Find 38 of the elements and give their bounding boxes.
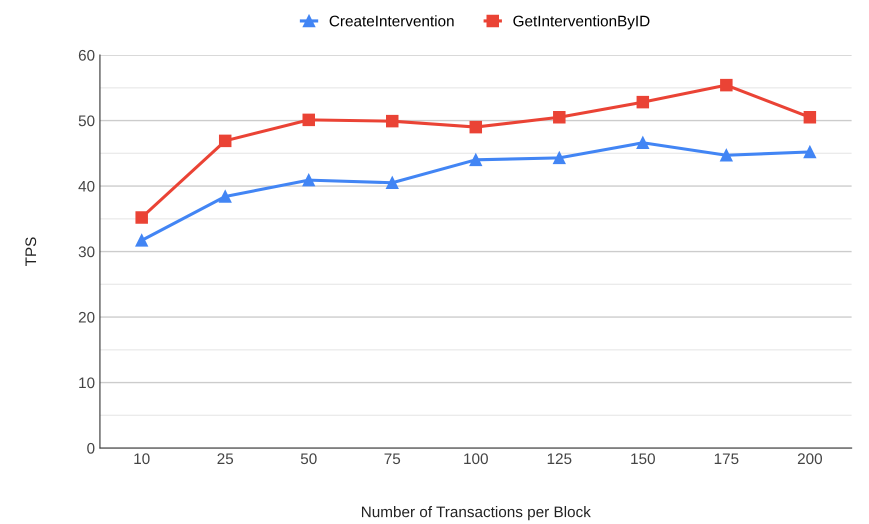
point	[720, 148, 733, 162]
y-tick-label: 50	[78, 115, 94, 126]
point	[218, 134, 232, 148]
x-tick-label: 200	[798, 453, 822, 464]
point	[386, 176, 399, 189]
point	[553, 152, 566, 164]
point	[302, 174, 315, 186]
x-tick-label: 125	[548, 453, 572, 464]
x-tick-label: 10	[134, 453, 150, 464]
point	[135, 211, 148, 224]
point	[218, 190, 232, 203]
x-tick-label: 25	[217, 453, 234, 464]
point	[470, 154, 482, 166]
y-tick-label: 0	[87, 442, 94, 454]
point	[470, 120, 482, 134]
point	[386, 114, 399, 128]
y-axis-title: TPS	[25, 237, 36, 266]
x-tick-label: 150	[631, 453, 655, 464]
legend-label: CreateIntervention	[330, 15, 454, 26]
x-tick-label: 100	[464, 453, 488, 464]
y-tick-label: 10	[79, 377, 94, 388]
y-tick-label: 20	[78, 312, 94, 323]
point	[135, 234, 148, 247]
x-axis-title: Number of Transactions per Block	[362, 506, 591, 520]
point	[720, 78, 733, 92]
legend-label: GetInterventionByID	[513, 15, 650, 30]
x-tick-label: 75	[384, 453, 400, 464]
point	[804, 110, 816, 124]
x-tick-label: 50	[300, 453, 317, 464]
x-tick-label: 175	[714, 453, 738, 464]
point	[553, 110, 566, 124]
point	[636, 96, 650, 108]
point	[804, 146, 816, 158]
point	[302, 114, 315, 126]
point	[636, 136, 650, 150]
y-tick-label: 30	[78, 246, 94, 258]
y-tick-label: 60	[78, 50, 94, 61]
y-tick-label: 40	[78, 180, 94, 192]
